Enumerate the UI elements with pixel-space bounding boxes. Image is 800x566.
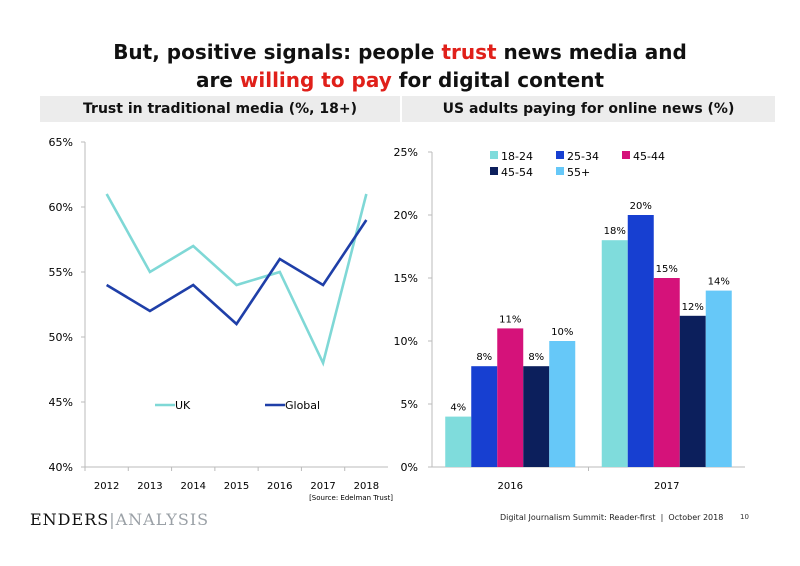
- legend-swatch: [556, 151, 564, 159]
- legend-swatch: [490, 167, 498, 175]
- y-tick-label: 25%: [394, 146, 418, 159]
- y-tick-label: 55%: [49, 266, 73, 279]
- y-tick-label: 0%: [401, 461, 418, 474]
- data-label: 12%: [682, 302, 704, 313]
- data-label: 18%: [604, 226, 626, 237]
- y-tick-label: 20%: [394, 209, 418, 222]
- left-chart-title: Trust in traditional media (%, 18+): [83, 101, 357, 117]
- x-tick-label: 2014: [180, 481, 205, 492]
- data-label: 10%: [551, 327, 573, 338]
- data-label: 4%: [450, 403, 466, 414]
- page-number: 10: [740, 513, 749, 521]
- y-tick-label: 50%: [49, 331, 73, 344]
- bar-2017-45-54: [679, 315, 706, 467]
- x-tick-label: 2017: [310, 481, 335, 492]
- data-label: 20%: [630, 201, 652, 212]
- title-text: news media and: [496, 40, 687, 64]
- legend-label: Global: [285, 399, 320, 412]
- title-text: for digital content: [391, 68, 605, 92]
- x-tick-label: 2015: [224, 481, 249, 492]
- x-category-label: 2016: [498, 481, 523, 492]
- data-label: 11%: [499, 314, 521, 325]
- title-text: are: [195, 68, 240, 92]
- y-tick-label: 45%: [49, 396, 73, 409]
- bar-2016-45-44: [497, 328, 524, 467]
- data-label: 8%: [528, 352, 544, 363]
- y-tick-label: 5%: [401, 398, 418, 411]
- y-tick-label: 40%: [49, 461, 73, 474]
- y-tick-label: 15%: [394, 272, 418, 285]
- legend-swatch: [556, 167, 564, 175]
- title-highlight: trust: [441, 40, 497, 64]
- y-tick-label: 65%: [49, 136, 73, 149]
- legend-label: 45-44: [633, 150, 665, 163]
- bar-2017-55+: [705, 290, 732, 467]
- title-text: But, positive signals: people: [113, 40, 442, 64]
- bar-2016-55+: [549, 341, 576, 467]
- legend-label: 25-34: [567, 150, 599, 163]
- source-note: [Source: Edelman Trust]: [309, 494, 393, 502]
- bar-2016-25-34: [471, 366, 498, 467]
- legend-label: UK: [175, 399, 191, 412]
- legend-swatch: [622, 151, 630, 159]
- title-highlight: willing to pay: [239, 68, 392, 92]
- data-label: 14%: [708, 277, 730, 288]
- legend-label: 18-24: [501, 150, 533, 163]
- x-tick-label: 2016: [267, 481, 292, 492]
- enders-analysis-logo: ENDERS|ANALYSIS: [30, 510, 210, 529]
- y-tick-label: 10%: [394, 335, 418, 348]
- slide-title: But, positive signals: people trust news…: [0, 38, 800, 94]
- legend-swatch: [490, 151, 498, 159]
- y-tick-label: 60%: [49, 201, 73, 214]
- data-label: 15%: [656, 264, 678, 275]
- x-tick-label: 2012: [94, 481, 119, 492]
- right-chart-title: US adults paying for online news (%): [442, 101, 735, 117]
- x-tick-label: 2013: [137, 481, 162, 492]
- right-chart-header: US adults paying for online news (%): [402, 96, 775, 122]
- bar-2017-45-44: [653, 278, 680, 467]
- x-category-label: 2017: [654, 481, 679, 492]
- footer-text: Digital Journalism Summit: Reader-first …: [500, 513, 724, 522]
- bar-2016-18-24: [445, 416, 472, 467]
- legend-label: 55+: [567, 166, 590, 179]
- legend-label: 45-54: [501, 166, 533, 179]
- line-series-global: [105, 219, 368, 326]
- data-label: 8%: [476, 352, 492, 363]
- bar-2016-45-54: [523, 366, 550, 467]
- left-chart-header: Trust in traditional media (%, 18+): [40, 96, 400, 122]
- bar-2017-25-34: [627, 215, 654, 467]
- bar-2017-18-24: [601, 240, 628, 467]
- x-tick-label: 2018: [354, 481, 379, 492]
